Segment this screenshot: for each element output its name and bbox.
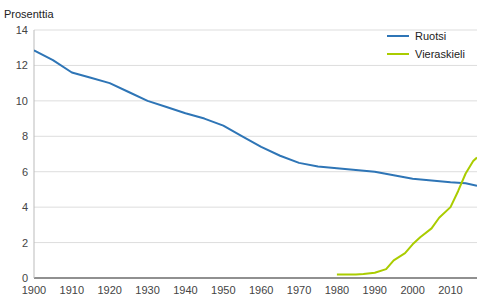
legend-swatch: [387, 53, 409, 55]
legend-label: Ruotsi: [415, 30, 446, 42]
y-tick-label: 14: [16, 24, 28, 36]
chart: 0246810121419001910192019301940195019601…: [0, 0, 491, 302]
grid-line: [34, 171, 477, 172]
grid-line: [34, 100, 477, 101]
x-tick-label: 1950: [211, 284, 235, 296]
x-tick-label: 1910: [60, 284, 84, 296]
grid-line: [34, 136, 477, 137]
series-line: [34, 50, 477, 186]
x-tick-label: 1940: [173, 284, 197, 296]
y-tick-label: 10: [16, 95, 28, 107]
legend-swatch: [387, 35, 409, 37]
legend-label: Vieraskieli: [415, 48, 465, 60]
y-tick-label: 6: [22, 166, 28, 178]
y-axis-label: Prosenttia: [4, 8, 54, 20]
y-axis-line: [34, 30, 35, 278]
y-tick-label: 2: [22, 237, 28, 249]
y-grid: 0 2 4 6 8 10 12 14: [16, 24, 477, 284]
lines: [34, 50, 477, 274]
y-tick-label: 8: [22, 130, 28, 142]
legend: Ruotsi Vieraskieli: [387, 30, 465, 60]
x-tick-label: 1920: [97, 284, 121, 296]
grid-line: [34, 207, 477, 208]
x-tick-label: 1900: [22, 284, 46, 296]
grid-line: [34, 65, 477, 66]
x-tick-label: 2000: [400, 284, 424, 296]
x-tick-label: 2010: [438, 284, 462, 296]
x-ticks: 1900 1910 1920 1930 1940 1950 1960 1970 1980 1990…: [22, 284, 463, 296]
grid-line: [34, 278, 477, 279]
x-tick-label: 1960: [249, 284, 273, 296]
x-tick-label: 1970: [287, 284, 311, 296]
x-axis-line: [34, 278, 477, 279]
grid-line: [34, 242, 477, 243]
x-tick-label: 1930: [135, 284, 159, 296]
y-tick-label: 12: [16, 59, 28, 71]
x-tick-label: 1980: [325, 284, 349, 296]
y-tick-label: 0: [22, 272, 28, 284]
series-line: [337, 158, 477, 275]
x-tick-label: 1990: [363, 284, 387, 296]
grid-line: [34, 30, 477, 31]
y-tick-label: 4: [22, 201, 28, 213]
